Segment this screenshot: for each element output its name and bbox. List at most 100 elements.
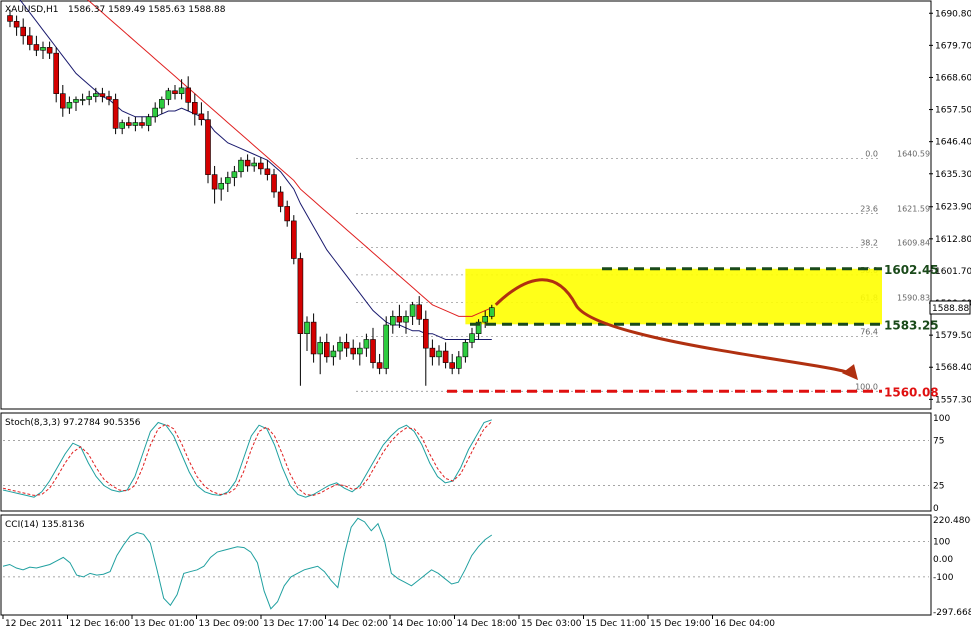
candle-body [119, 122, 125, 129]
candle [271, 168, 277, 198]
candle [106, 90, 112, 106]
cci-tick-label: -297.668 [933, 608, 971, 618]
candle-body [337, 342, 343, 352]
candle [145, 113, 152, 132]
candle [79, 93, 86, 106]
candle [139, 116, 145, 129]
candle-body [350, 347, 357, 355]
candle-body [244, 159, 251, 167]
candle-body [159, 99, 165, 109]
candle-body [383, 324, 390, 369]
cci-tick-label: 0.00 [933, 555, 953, 565]
candle [337, 336, 343, 360]
candle [396, 304, 403, 328]
candle-body [363, 339, 370, 349]
time-tick-label: 12 Dec 2011 [5, 619, 63, 629]
candle [178, 79, 185, 100]
candle [13, 15, 20, 36]
time-tick-label: 13 Dec 17:00 [263, 619, 324, 629]
candle-body [53, 52, 60, 94]
price-tick-label: 1568.40 [935, 363, 971, 373]
candlesticks [7, 9, 495, 386]
candle-body [13, 21, 20, 28]
candle-body [343, 342, 350, 349]
candle-body [20, 26, 27, 37]
candle [317, 336, 324, 375]
candle-body [126, 122, 132, 126]
price-tick-label: 1690.80 [935, 9, 971, 19]
key-levels: 1602.45 1583.25 1560.08 [447, 263, 939, 399]
cci-line [2, 517, 493, 610]
candle [436, 345, 442, 366]
candle-body [112, 99, 119, 129]
time-axis: 12 Dec 2011 12 Dec 16:00 13 Dec 01:00 13 De… [2, 615, 775, 629]
candle-body [429, 347, 436, 358]
price-tick-label: 1635.30 [935, 170, 971, 180]
cci-tick-label: 220.4806 [933, 516, 971, 526]
candle-body [211, 174, 218, 190]
candle-body [277, 191, 284, 207]
candle-body [218, 183, 224, 190]
candle [86, 90, 92, 106]
candle [73, 96, 79, 112]
candle [277, 186, 284, 213]
time-tick-label: 14 Dec 18:00 [457, 619, 518, 629]
stoch-panel[interactable] [0, 412, 932, 512]
candle-body [185, 87, 191, 103]
candle-body [40, 47, 46, 51]
candle [284, 200, 291, 227]
candle-body [172, 90, 178, 94]
fib-value-label: 1609.84 [897, 238, 930, 247]
stoch-tick-label: 25 [933, 482, 944, 492]
candle [20, 18, 27, 45]
candle [53, 47, 60, 103]
candle-body [66, 102, 73, 109]
candle [192, 93, 198, 126]
level-label-middle: 1583.25 [884, 318, 939, 332]
candle [66, 96, 73, 114]
candle [290, 215, 297, 265]
price-tick-label: 1601.70 [935, 267, 971, 277]
cci-tick-label: -100 [933, 573, 954, 583]
candle [218, 177, 224, 201]
cci-panel[interactable] [0, 514, 932, 616]
candle-body [304, 321, 310, 334]
price-tick-label: 1646.40 [935, 138, 971, 148]
candle [310, 313, 317, 363]
candle [185, 76, 191, 112]
forecast-arrow-head [842, 364, 858, 381]
candle-body [389, 316, 396, 326]
candle-body [86, 96, 92, 100]
candle [323, 333, 330, 363]
fib-ratio-label: 76.4 [860, 327, 878, 336]
price-axis: 1690.80 1679.70 1668.60 1657.50 1646.40 1635.… [929, 9, 971, 405]
candle-body [442, 350, 449, 363]
candle-body [422, 318, 429, 349]
candle [99, 87, 106, 103]
candle [297, 252, 304, 386]
candle [416, 296, 423, 326]
candle-body [403, 316, 409, 323]
price-tick-label: 1668.60 [935, 73, 971, 83]
candle-body [297, 258, 304, 334]
candle-body [59, 93, 66, 109]
candle [93, 87, 99, 103]
candle [251, 157, 257, 172]
candle-body [330, 350, 337, 358]
price-tick-label: 1612.80 [935, 235, 971, 245]
candle [244, 154, 251, 172]
candle-body [290, 220, 297, 259]
candle-body [488, 307, 495, 317]
candle [46, 41, 53, 59]
price-panel[interactable] [0, 0, 932, 410]
fib-ratio-label: 0.0 [865, 149, 878, 158]
candle-body [238, 159, 244, 173]
candle [59, 84, 66, 117]
candle-body [436, 350, 442, 358]
cci-title: CCI(14) 135.8136 [5, 520, 85, 530]
stochastic-indicator: 100 75 25 0 [2, 414, 950, 514]
fib-ratio-label: 38.2 [860, 238, 878, 247]
candle [356, 342, 363, 366]
candle-body [449, 362, 456, 369]
candle-body [409, 304, 416, 317]
